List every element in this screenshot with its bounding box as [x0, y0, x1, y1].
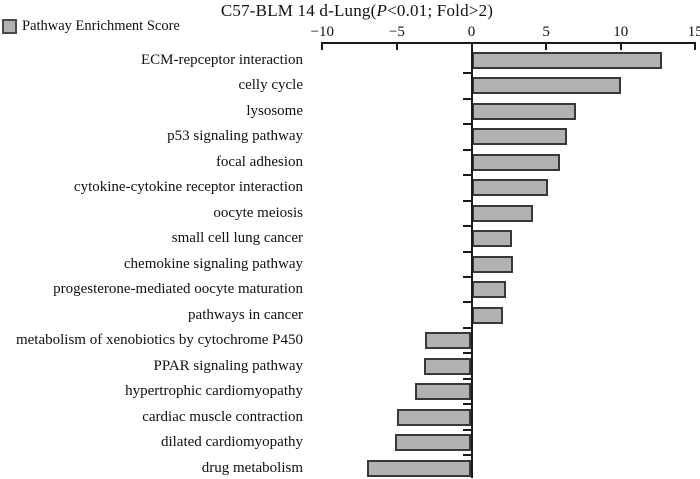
chart-title-prefix: C57-BLM 14 d-Lung( [220, 1, 377, 20]
x-axis-tick-label: 15 [687, 24, 700, 40]
bar [395, 434, 472, 452]
bar [423, 357, 472, 375]
y-axis-tick [462, 250, 471, 253]
category-label: dilated cardiomyopathy [160, 434, 303, 451]
category-label: progesterone-mediated oocyte maturation [53, 281, 303, 298]
bar [425, 332, 472, 350]
x-axis-tick-label: 5 [542, 24, 550, 40]
bar [471, 281, 506, 299]
bar [471, 204, 533, 222]
x-axis-line [321, 42, 697, 44]
category-label: small cell lung cancer [171, 230, 303, 247]
x-axis-tick-label: 10 [613, 24, 629, 40]
category-label: oocyte meiosis [213, 204, 303, 221]
category-label: metabolism of xenobiotics by cytochrome … [15, 332, 303, 349]
category-label: PPAR signaling pathway [153, 357, 303, 374]
x-axis-tick [694, 43, 697, 50]
x-axis-tick-label: −5 [388, 24, 405, 40]
category-label: pathways in cancer [188, 306, 303, 323]
y-axis-tick [462, 428, 471, 431]
y-axis-tick [462, 403, 471, 406]
category-label: ECM-repceptor interaction [140, 52, 303, 68]
y-axis-tick [462, 377, 471, 380]
bar [471, 52, 663, 69]
x-axis-tick [395, 43, 398, 50]
y-axis-tick [462, 97, 471, 100]
bar [471, 102, 576, 120]
bar [471, 77, 621, 95]
bar [471, 128, 567, 146]
category-label: celly cycle [238, 77, 303, 94]
bar [396, 408, 472, 426]
x-axis-tick-label: 0 [467, 24, 476, 40]
chart-title-italic-p: P [376, 1, 388, 20]
y-axis-tick [462, 148, 471, 151]
y-axis-tick [462, 199, 471, 202]
bar [367, 459, 472, 477]
bar [471, 153, 560, 171]
y-axis-tick [462, 72, 471, 75]
category-label: drug metabolism [201, 459, 303, 476]
category-label: chemokine signaling pathway [123, 255, 303, 272]
bar [414, 383, 472, 401]
bar [471, 306, 503, 324]
y-axis-tick [462, 454, 471, 457]
category-label: hypertrophic cardiomyopathy [125, 383, 303, 400]
x-axis-tick [321, 43, 324, 50]
y-axis-tick [462, 123, 471, 126]
x-axis-tick [619, 43, 622, 50]
y-axis-tick [462, 174, 471, 177]
y-axis-line [470, 42, 473, 478]
y-axis-tick [462, 275, 471, 278]
category-label: lysosome [246, 102, 303, 119]
bar [471, 230, 512, 248]
chart-title-suffix: <0.01; Fold>2) [387, 1, 494, 20]
bar [471, 179, 548, 197]
y-axis-tick [462, 225, 471, 228]
y-axis-tick [462, 326, 471, 329]
category-label: cardiac muscle contraction [142, 408, 303, 425]
y-axis-tick [462, 352, 471, 355]
category-label: p53 signaling pathway [167, 128, 303, 145]
chart-title: C57-BLM 14 d-Lung(P<0.01; Fold>2) [221, 1, 493, 21]
x-axis-tick-label: −10 [310, 24, 335, 40]
y-axis-tick [462, 301, 471, 304]
x-axis-tick [545, 43, 548, 50]
bar [471, 255, 514, 273]
category-label: cytokine-cytokine receptor interaction [73, 179, 303, 196]
legend-label: Pathway Enrichment Score [22, 18, 180, 34]
legend-swatch-icon [2, 19, 17, 34]
category-label: focal adhesion [215, 153, 303, 170]
